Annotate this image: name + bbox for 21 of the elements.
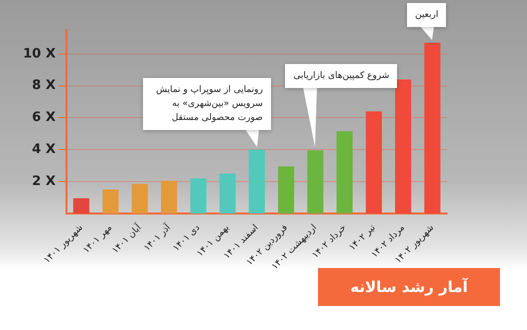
y-tick-label: 2 X bbox=[32, 174, 56, 189]
bar bbox=[336, 131, 353, 214]
bar bbox=[424, 42, 440, 214]
bar bbox=[395, 79, 412, 214]
bar bbox=[307, 150, 324, 214]
bar bbox=[161, 180, 178, 214]
bar bbox=[102, 190, 119, 214]
x-tick-label: آذر ۱۴۰۱ bbox=[140, 221, 174, 254]
bar bbox=[132, 184, 148, 214]
text: آمار رشد سالانه bbox=[318, 268, 500, 306]
bar bbox=[278, 166, 294, 214]
bar bbox=[190, 178, 206, 214]
y-tick-label: 10 X bbox=[23, 46, 56, 62]
y-tick-label: 8 X bbox=[32, 78, 56, 94]
bar bbox=[366, 111, 382, 214]
bar bbox=[73, 198, 90, 214]
speech-bubble: رونمایی از سوپراپ و نمایش سرویس «بین‌شهری» به صورت محصولی مستقل bbox=[142, 78, 271, 130]
bar bbox=[220, 174, 236, 214]
bar bbox=[248, 150, 265, 214]
y-tick-label: 4 X bbox=[32, 142, 56, 158]
y-tick-label: 6 X bbox=[32, 110, 56, 126]
